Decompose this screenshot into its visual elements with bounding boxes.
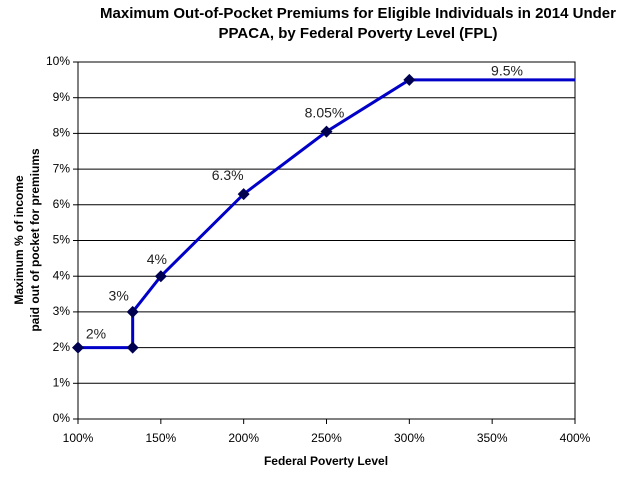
data-label: 4% [147, 251, 167, 267]
chart-title: Maximum Out-of-Pocket Premiums for Eligi… [100, 5, 616, 22]
marker [403, 73, 416, 86]
marker [237, 188, 250, 201]
x-tick-label: 250% [311, 431, 342, 445]
x-tick-label: 400% [560, 431, 591, 445]
marker [126, 341, 139, 354]
y-tick-label: 1% [53, 375, 71, 389]
x-tick-label: 200% [228, 431, 259, 445]
marker [72, 341, 84, 354]
y-tick-label: 10% [46, 54, 70, 68]
data-label: 8.05% [305, 104, 345, 120]
x-tick-label: 150% [145, 431, 176, 445]
y-tick-label: 7% [53, 161, 71, 175]
y-tick-label: 0% [53, 411, 71, 425]
data-label: 2% [86, 325, 106, 341]
x-tick-label: 350% [477, 431, 508, 445]
y-tick-label: 6% [53, 197, 71, 211]
x-tick-label: 300% [394, 431, 425, 445]
marker [126, 305, 139, 318]
x-tick-label: 100% [63, 431, 94, 445]
y-axis-title: Maximum % of income [12, 175, 26, 305]
chart-title: PPACA, by Federal Poverty Level (FPL) [219, 25, 498, 42]
plot-border [77, 61, 576, 420]
y-tick-label: 8% [53, 126, 71, 140]
data-label: 6.3% [212, 167, 244, 183]
marker [154, 270, 167, 283]
data-label: 9.5% [491, 63, 523, 79]
x-axis-title: Federal Poverty Level [264, 454, 388, 468]
data-label: 3% [109, 288, 129, 304]
y-tick-label: 5% [53, 233, 71, 247]
y-tick-label: 3% [53, 304, 71, 318]
y-tick-label: 2% [53, 340, 71, 354]
y-axis-title: paid out of pocket for premiums [28, 148, 42, 332]
marker [320, 125, 333, 138]
y-tick-label: 9% [53, 90, 71, 104]
y-tick-label: 4% [53, 268, 71, 282]
